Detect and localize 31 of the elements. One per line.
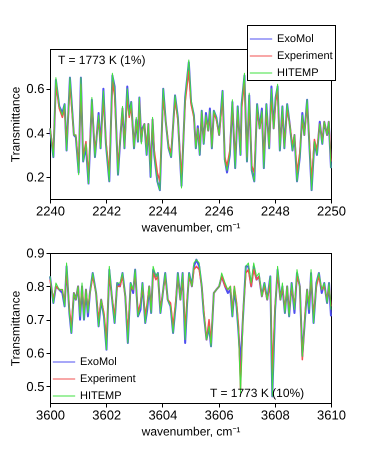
x-tick-label: 3600 — [36, 408, 65, 422]
x-tick-label: 2250 — [317, 204, 346, 218]
y-tick-label: 0.5 — [26, 378, 44, 394]
x-axis-title: wavenumber, cm⁻¹ — [140, 424, 240, 438]
x-tick-label: 2242 — [92, 204, 122, 218]
y-tick-label: 0.4 — [26, 125, 44, 140]
y-tick-label: 0.7 — [26, 312, 44, 328]
y-axis-title: Transmittance — [8, 290, 22, 366]
y-tick-label: 0.9 — [26, 246, 44, 260]
y-tick-label: 0.6 — [26, 346, 44, 360]
x-tick-label: 3610 — [317, 408, 346, 422]
annotation: T = 1773 K (1%) — [58, 53, 146, 67]
x-tick-label: 2248 — [260, 204, 290, 218]
x-tick-label: 2246 — [204, 204, 234, 218]
x-tick-label: 2240 — [36, 204, 65, 218]
x-axis-title: wavenumber, cm⁻¹ — [140, 220, 240, 234]
y-tick-label: 0.8 — [26, 278, 44, 294]
y-axis-title: Transmittance — [8, 86, 22, 162]
x-tick-label: 3604 — [148, 408, 178, 422]
legend-label: ExoMol — [80, 356, 117, 368]
x-tick-label: 3608 — [260, 408, 290, 422]
y-tick-label: 0.2 — [26, 169, 44, 184]
legend-label: ExoMol — [277, 33, 314, 45]
legend-label: HITEMP — [80, 390, 122, 402]
legend-label: HITEMP — [277, 67, 319, 79]
legend-label: Experiment — [80, 373, 136, 385]
legend-label: Experiment — [277, 50, 333, 62]
x-tick-label: 2244 — [148, 204, 178, 218]
x-tick-label: 3602 — [92, 408, 122, 422]
x-tick-label: 3606 — [204, 408, 234, 422]
y-tick-label: 0.6 — [26, 81, 44, 96]
